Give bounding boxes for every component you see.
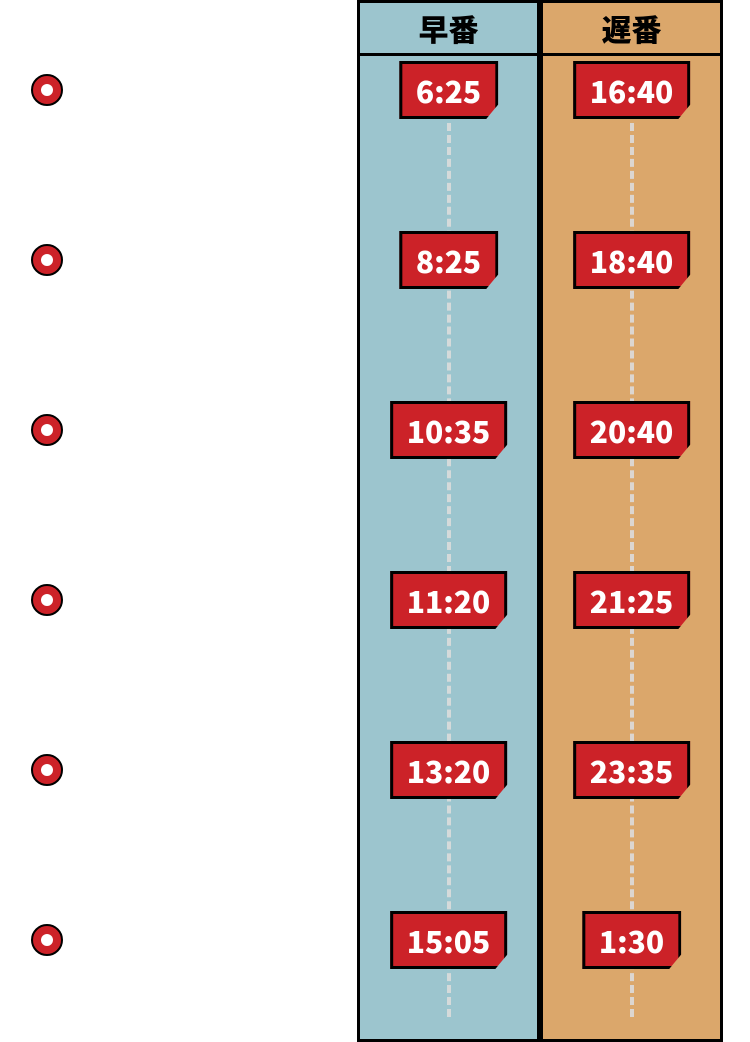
time-tag-early: 8:25 — [399, 231, 498, 289]
time-tag-late: 18:40 — [573, 231, 691, 289]
time-tag-late: 23:35 — [573, 741, 691, 799]
row-bullet-icon — [30, 923, 64, 957]
row-bullet-icon — [30, 73, 64, 107]
time-tag-late: 21:25 — [573, 571, 691, 629]
time-tag-late: 20:40 — [573, 401, 691, 459]
row-bullet-icon — [30, 243, 64, 277]
time-tag-late: 1:30 — [582, 911, 681, 969]
row-bullet-icon — [30, 413, 64, 447]
time-tag-early: 13:20 — [390, 741, 508, 799]
time-tag-early: 6:25 — [399, 61, 498, 119]
time-tag-early: 10:35 — [390, 401, 508, 459]
column-late: 遅番 — [540, 0, 723, 1042]
time-tag-early: 15:05 — [390, 911, 508, 969]
row-bullet-icon — [30, 753, 64, 787]
row-bullet-icon — [30, 583, 64, 617]
schedule-diagram: 早番 遅番 6:25 16:40 8:25 18:40 10:35 20:40 11:20 2… — [0, 0, 750, 1042]
time-tag-early: 11:20 — [390, 571, 508, 629]
time-tag-late: 16:40 — [573, 61, 691, 119]
column-late-header: 遅番 — [543, 3, 720, 56]
column-early-header: 早番 — [360, 3, 537, 56]
column-early: 早番 — [357, 0, 540, 1042]
